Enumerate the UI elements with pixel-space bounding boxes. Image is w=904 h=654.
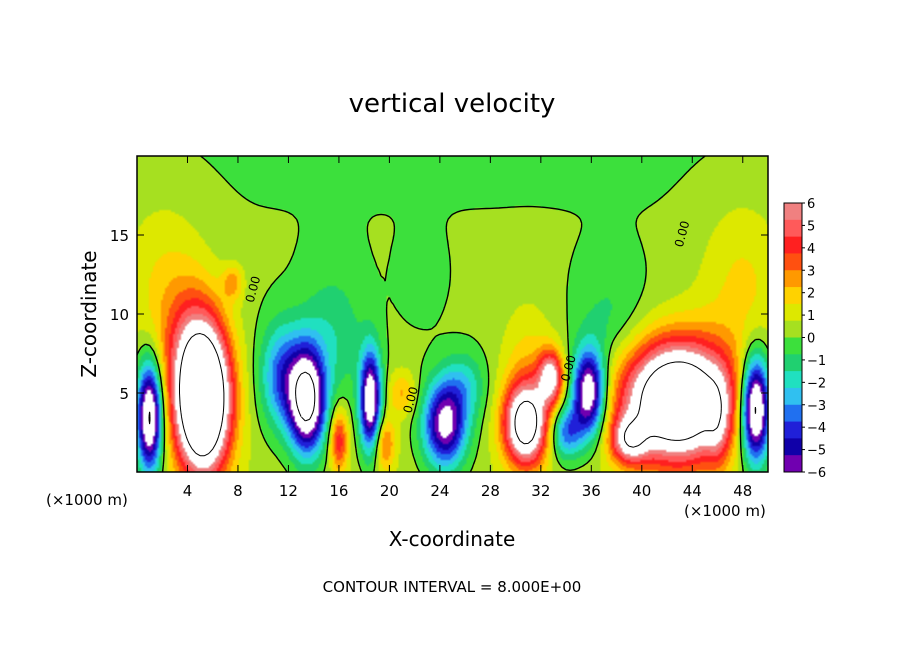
plot-area: 0.00 0.00 0.00 0.00 <box>136 155 769 473</box>
colorbar-swatch <box>784 455 802 473</box>
colorbar-swatch <box>784 236 802 254</box>
colorbar-swatch <box>784 421 802 439</box>
colorbar-tick-label: 3 <box>807 264 815 279</box>
zero-contour-label: 0.00 <box>243 275 263 304</box>
colorbar-swatch <box>784 219 802 238</box>
x-unit-left: (×1000 m) <box>46 491 128 509</box>
x-tick-label: 12 <box>279 482 298 500</box>
velocity-field <box>137 156 768 472</box>
x-tick-label: 32 <box>531 482 550 500</box>
colorbar-tick-label: 1 <box>807 309 815 324</box>
x-tick-label: 8 <box>233 482 243 500</box>
colorbar-tick-label: −2 <box>807 376 826 391</box>
x-tick-label: 40 <box>632 482 651 500</box>
x-axis: 4 8 12 16 20 24 28 32 36 40 44 48 <box>183 156 752 500</box>
colorbar-swatch <box>784 287 802 305</box>
zero-contour-label: 0.00 <box>401 385 421 414</box>
chart-title: vertical velocity <box>349 89 556 119</box>
contour-lines <box>137 156 768 472</box>
x-axis-label: X-coordinate <box>389 527 516 551</box>
colorbar-swatch <box>784 337 802 355</box>
colorbar-swatch <box>784 270 802 288</box>
colorbar-tick-label: 6 <box>807 197 815 212</box>
colorbar-tick-label: 0 <box>807 332 815 347</box>
contour-line <box>179 333 722 457</box>
x-tick-label: 48 <box>733 482 752 500</box>
x-tick-label: 36 <box>582 482 601 500</box>
x-tick-label: 16 <box>329 482 348 500</box>
zero-contour-label: 0.00 <box>672 219 692 248</box>
colorbar-tick-label: 5 <box>807 219 815 234</box>
x-tick-label: 4 <box>183 482 193 500</box>
colorbar-tick-label: −1 <box>807 354 826 369</box>
y-tick-label: 5 <box>119 385 129 403</box>
colorbar-tick-label: −3 <box>807 399 826 414</box>
colorbar-tick-label: 2 <box>807 287 815 302</box>
colorbar: 6 5 4 3 2 1 0 −1 −2 −3 −4 −5 −6 <box>783 197 826 481</box>
colorbar-swatch <box>784 371 802 389</box>
contour-labels: 0.00 0.00 0.00 0.00 <box>243 219 693 414</box>
colorbar-swatch <box>784 303 802 322</box>
x-tick-label: 44 <box>683 482 702 500</box>
y-axis-label: Z-coordinate <box>77 250 101 377</box>
y-tick-label: 15 <box>110 227 129 245</box>
zero-contour-label: 0.00 <box>558 354 578 383</box>
colorbar-swatch <box>784 203 802 221</box>
contour-interval-text: CONTOUR INTERVAL = 8.000E+00 <box>323 578 582 596</box>
colorbar-tick-label: 4 <box>807 242 815 257</box>
colorbar-swatch <box>784 387 802 406</box>
colorbar-tick-label: −4 <box>807 421 826 436</box>
y-tick-label: 10 <box>110 306 129 324</box>
contour-line <box>148 371 757 425</box>
colorbar-tick-label: −6 <box>807 466 826 481</box>
colorbar-swatch <box>784 320 802 338</box>
contour-line <box>137 156 768 472</box>
x-tick-label: 28 <box>481 482 500 500</box>
colorbar-swatch <box>784 354 802 372</box>
x-tick-label: 24 <box>430 482 449 500</box>
colorbar-tick-label: −5 <box>807 444 826 459</box>
y-axis: 5 10 15 <box>110 227 768 403</box>
x-unit-right: (×1000 m) <box>684 502 766 520</box>
x-tick-label: 20 <box>380 482 399 500</box>
colorbar-swatch <box>784 404 802 423</box>
colorbar-swatch <box>784 438 802 456</box>
colorbar-swatch <box>784 253 802 271</box>
